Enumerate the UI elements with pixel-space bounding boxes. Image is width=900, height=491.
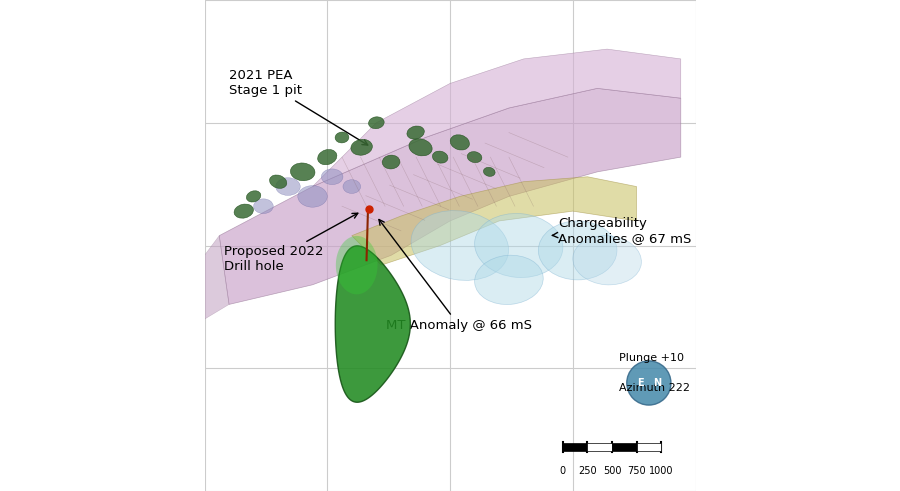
Ellipse shape (269, 175, 287, 189)
Ellipse shape (234, 204, 254, 218)
Text: 750: 750 (627, 466, 646, 476)
Text: 500: 500 (603, 466, 621, 476)
Text: Azimuth 222: Azimuth 222 (619, 383, 690, 393)
Ellipse shape (411, 211, 508, 280)
Ellipse shape (467, 152, 482, 163)
Polygon shape (336, 236, 378, 294)
Ellipse shape (335, 132, 349, 143)
Text: 2021 PEA
Stage 1 pit: 2021 PEA Stage 1 pit (229, 69, 368, 145)
Text: 250: 250 (578, 466, 597, 476)
Ellipse shape (291, 163, 315, 181)
Ellipse shape (474, 214, 562, 277)
Polygon shape (220, 88, 680, 304)
FancyBboxPatch shape (588, 443, 612, 451)
Ellipse shape (407, 126, 424, 139)
Text: E: E (637, 378, 643, 388)
Ellipse shape (247, 191, 261, 202)
FancyBboxPatch shape (636, 443, 662, 451)
Text: Proposed 2022
Drill hole: Proposed 2022 Drill hole (224, 213, 358, 273)
Ellipse shape (318, 149, 337, 165)
Polygon shape (335, 246, 410, 402)
Ellipse shape (409, 139, 432, 156)
Ellipse shape (538, 221, 616, 280)
Ellipse shape (572, 236, 642, 285)
Ellipse shape (343, 180, 361, 193)
Ellipse shape (351, 139, 373, 155)
Ellipse shape (321, 169, 343, 185)
Text: Plunge +10: Plunge +10 (619, 354, 684, 363)
FancyBboxPatch shape (612, 443, 636, 451)
Ellipse shape (483, 167, 495, 176)
FancyBboxPatch shape (562, 443, 588, 451)
Polygon shape (204, 236, 229, 319)
Polygon shape (352, 177, 636, 265)
Ellipse shape (298, 186, 328, 207)
Circle shape (626, 361, 671, 405)
Text: Chargeability
Anomalies @ 67 mS: Chargeability Anomalies @ 67 mS (552, 217, 691, 245)
Text: 1000: 1000 (649, 466, 673, 476)
Ellipse shape (275, 178, 301, 195)
Ellipse shape (474, 255, 544, 304)
Polygon shape (312, 49, 680, 187)
Ellipse shape (382, 155, 400, 169)
Ellipse shape (368, 117, 384, 129)
Ellipse shape (450, 135, 470, 150)
Text: 0: 0 (560, 466, 566, 476)
Ellipse shape (254, 199, 274, 214)
Text: MT Anomaly @ 66 mS: MT Anomaly @ 66 mS (379, 219, 532, 332)
Text: N: N (653, 378, 662, 388)
Ellipse shape (432, 151, 448, 163)
